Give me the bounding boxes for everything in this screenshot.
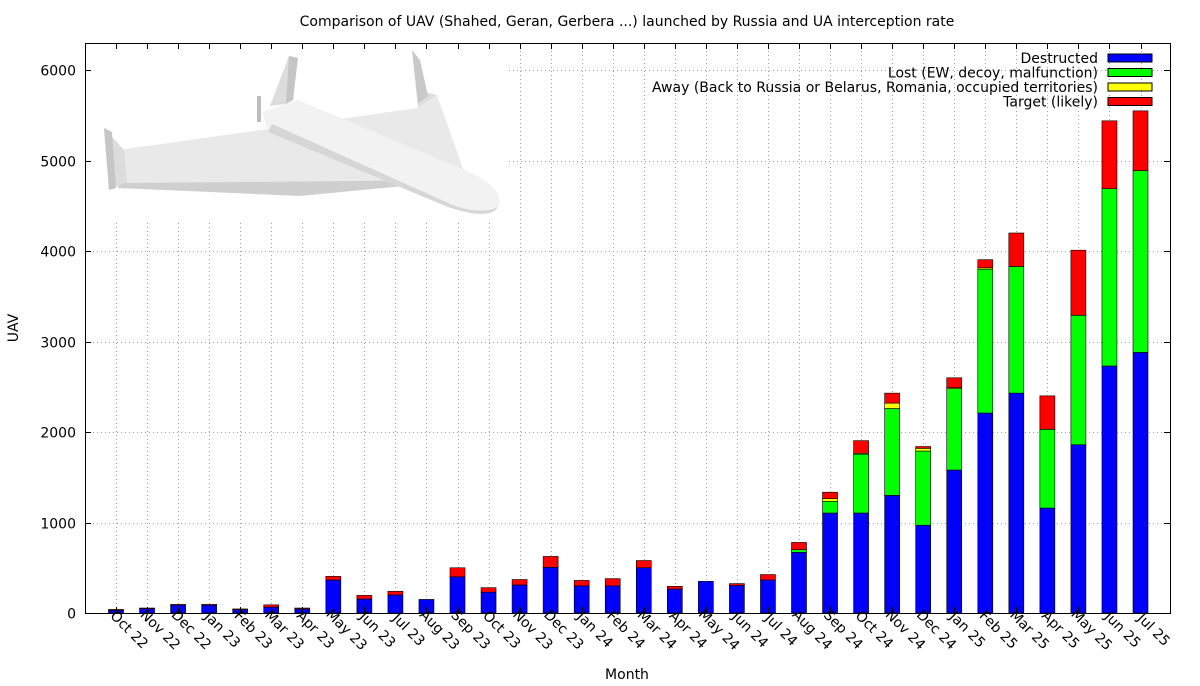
bar-segment-0-jun-24: [729, 585, 745, 614]
bar-segment-0-mar-25: [1008, 392, 1025, 614]
chart-title: Comparison of UAV (Shahed, Geran, Gerber…: [300, 14, 955, 30]
bar-segment-0-jul-25: [1132, 352, 1149, 614]
bar-segment-3-feb-24: [604, 578, 621, 587]
bar-segment-3-dec-23: [542, 556, 559, 568]
bar-segment-0-jan-24: [573, 585, 590, 614]
bar-segment-3-jul-23: [387, 590, 404, 596]
bar-segment-0-apr-25: [1039, 507, 1056, 614]
bar-segment-3-jul-25: [1132, 110, 1149, 171]
bar-segment-3-dec-22: [170, 604, 186, 606]
bar-segment-3-mar-24: [635, 560, 652, 569]
bar-segment-3-jun-23: [356, 595, 373, 600]
y-tick-label: 1000: [40, 517, 76, 533]
bar-segment-3-dec-24: [915, 446, 931, 449]
bar-segment-3-mar-23: [263, 604, 280, 608]
bar-segment-3-sep-23: [449, 567, 466, 578]
bar-segment-0-may-25: [1070, 444, 1087, 614]
bar-segment-0-feb-25: [977, 412, 994, 614]
bar-segment-0-sep-24: [822, 512, 838, 614]
y-tick-label: 5000: [40, 155, 76, 171]
axes: [85, 43, 1171, 614]
legend-label: Destructed: [1021, 51, 1099, 67]
legend-label: Lost (EW, decoy, malfunction): [888, 66, 1098, 82]
bar-segment-1-nov-24: [884, 408, 900, 496]
bar-segment-1-aug-24: [791, 549, 807, 553]
bar-segment-3-sep-24: [822, 491, 838, 499]
bar-segment-0-jun-25: [1101, 365, 1118, 614]
bar-segment-1-oct-24: [853, 453, 869, 514]
bar-segment-2-nov-24: [884, 402, 900, 409]
bar-segment-3-feb-25: [977, 259, 994, 269]
bar-segment-3-jan-24: [573, 580, 590, 587]
y-ticks: 0 1000 2000 3000 4000 5000 6000: [40, 64, 1170, 623]
bar-segment-1-feb-25: [977, 268, 994, 414]
bar-segment-1-mar-25: [1008, 266, 1025, 394]
bar-segment-3-mar-25: [1008, 232, 1025, 267]
y-axis-title: UAV: [6, 313, 22, 342]
bar-segment-3-jan-25: [946, 377, 963, 389]
y-tick-label: 4000: [40, 245, 76, 261]
bar-segment-3-jun-25: [1101, 120, 1118, 189]
bar-segment-0-mar-24: [635, 567, 652, 614]
bar-segment-3-nov-23: [511, 579, 528, 586]
legend-swatch: [1107, 53, 1153, 63]
bar-segment-0-aug-24: [791, 552, 807, 614]
bar-segment-1-dec-24: [915, 450, 931, 526]
y-tick-label: 3000: [40, 336, 76, 352]
bar-segment-3-apr-25: [1039, 395, 1056, 430]
bar-segment-1-may-25: [1070, 315, 1087, 446]
bar-segment-1-apr-25: [1039, 429, 1056, 509]
bar-segment-0-jan-25: [946, 469, 963, 614]
bar-segment-3-jun-24: [729, 583, 745, 586]
bar-segment-2-dec-24: [915, 448, 931, 452]
bars: [108, 110, 1149, 614]
drone-image: [88, 46, 506, 222]
shahed-drone-illustration: [104, 50, 500, 214]
bar-segment-3-oct-24: [853, 440, 869, 454]
bar-segment-0-oct-24: [853, 512, 869, 614]
bar-segment-1-jan-25: [946, 388, 963, 471]
bar-segment-3-may-23: [325, 576, 342, 581]
legend-label: Target (likely): [1002, 95, 1098, 111]
bar-segment-1-jun-25: [1101, 188, 1118, 367]
bar-segment-3-oct-23: [480, 587, 497, 593]
bar-segment-3-aug-24: [791, 542, 807, 550]
bar-segment-0-dec-23: [542, 567, 559, 614]
legend-swatch: [1107, 68, 1153, 77]
bar-segment-3-apr-24: [667, 586, 683, 590]
bar-segment-0-jul-24: [760, 579, 776, 614]
bar-segment-3-may-25: [1070, 249, 1087, 316]
legend-swatch: [1107, 97, 1153, 106]
legend-swatch: [1107, 82, 1153, 92]
y-tick-label: 6000: [40, 64, 76, 80]
x-axis-title: Month: [605, 667, 649, 683]
bar-segment-1-jul-25: [1132, 170, 1149, 353]
y-tick-label: 2000: [40, 426, 76, 442]
bar-segment-0-nov-24: [884, 495, 900, 614]
legend-label: Away (Back to Russia or Belarus, Romania…: [652, 80, 1098, 96]
bar-segment-3-jan-23: [201, 604, 217, 606]
bar-segment-1-sep-24: [822, 500, 838, 514]
bar-segment-3-nov-24: [884, 392, 900, 404]
bar-segment-0-dec-24: [915, 524, 931, 614]
bar-segment-3-jul-24: [760, 574, 776, 581]
y-tick-label: 0: [67, 607, 76, 623]
bar-segment-2-sep-24: [822, 498, 838, 502]
